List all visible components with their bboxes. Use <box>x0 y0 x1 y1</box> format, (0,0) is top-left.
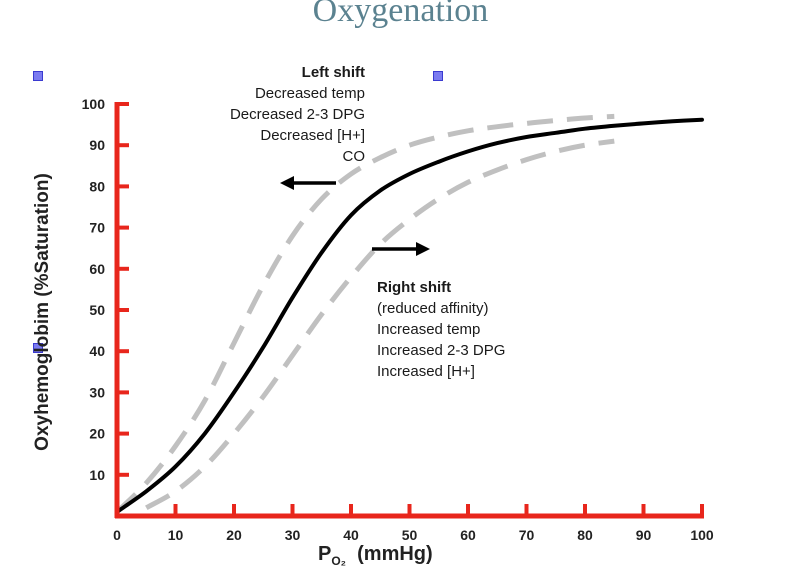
slide-title: Oxygenation <box>312 0 489 29</box>
y-tick-label: 40 <box>89 343 105 359</box>
left-shift-line: Decreased temp <box>254 85 365 102</box>
left-shift-line: Decreased 2-3 DPG <box>229 106 365 123</box>
x-axis-label-units: (mmHg) <box>357 543 433 565</box>
left-shift-line: CO <box>342 148 366 165</box>
y-tick-label: 100 <box>82 96 106 112</box>
x-tick-label: 100 <box>690 527 714 543</box>
y-tick-label: 70 <box>89 220 105 236</box>
x-tick-label: 20 <box>226 527 242 543</box>
right-shift-arrow <box>372 242 430 256</box>
right-shift-title: Right shift <box>377 279 452 296</box>
x-axis-label-subscript: O₂ <box>331 554 347 568</box>
selection-handle-mid-left[interactable] <box>33 343 43 353</box>
shift-curve-dashed <box>145 138 615 510</box>
y-axis-label: Oxyhemoglobim (%Saturation) <box>32 173 53 451</box>
axes-layer: 10 20 30 40 50 60 70 80 90 100 0 10 20 30 40 50 60 70 80 90… <box>82 96 714 543</box>
x-tick-label: 40 <box>343 527 359 543</box>
right-shift-line: (reduced affinity) <box>377 300 489 317</box>
x-tick-label: 90 <box>636 527 652 543</box>
arrow-head <box>416 242 430 256</box>
right-shift-line: Increased 2-3 DPG <box>377 342 506 359</box>
left-shift-annotation: Left shift Decreased temp Decreased 2-3 … <box>120 62 365 167</box>
y-tick-label: 50 <box>89 302 105 318</box>
curves-layer <box>115 113 704 514</box>
right-shift-annotation: Right shift (reduced affinity) Increased… <box>377 277 505 382</box>
left-shift-arrow <box>280 176 336 190</box>
y-tick-label: 60 <box>89 261 105 277</box>
y-tick-label: 10 <box>89 467 105 483</box>
left-shift-line: Decreased [H+] <box>260 127 365 144</box>
x-tick-label: 30 <box>285 527 301 543</box>
right-shift-line: Increased temp <box>377 321 481 338</box>
x-axis-label-symbol: P <box>318 543 332 565</box>
y-tick-label: 80 <box>89 178 105 194</box>
x-tick-label: 80 <box>577 527 593 543</box>
x-tick-label: 10 <box>168 527 184 543</box>
x-tick-label: 70 <box>519 527 535 543</box>
y-tick-label: 20 <box>89 426 105 442</box>
selection-handle-top-left[interactable] <box>33 71 43 81</box>
y-tick-label: 90 <box>89 137 105 153</box>
arrow-head <box>280 176 294 190</box>
y-tick-label: 30 <box>89 384 105 400</box>
x-tick-label: 60 <box>460 527 476 543</box>
right-shift-line: Increased [H+] <box>377 363 475 380</box>
x-tick-label: 50 <box>402 527 418 543</box>
oxyhemoglobin-curve <box>115 117 704 514</box>
shift-curve-dashed <box>115 113 615 514</box>
selection-handle-top-right[interactable] <box>433 71 443 81</box>
left-shift-title: Left shift <box>301 64 365 81</box>
x-tick-label: 0 <box>113 527 121 543</box>
arrows-layer <box>280 176 430 256</box>
x-axis-label: PO₂ (mmHg) <box>318 543 433 568</box>
